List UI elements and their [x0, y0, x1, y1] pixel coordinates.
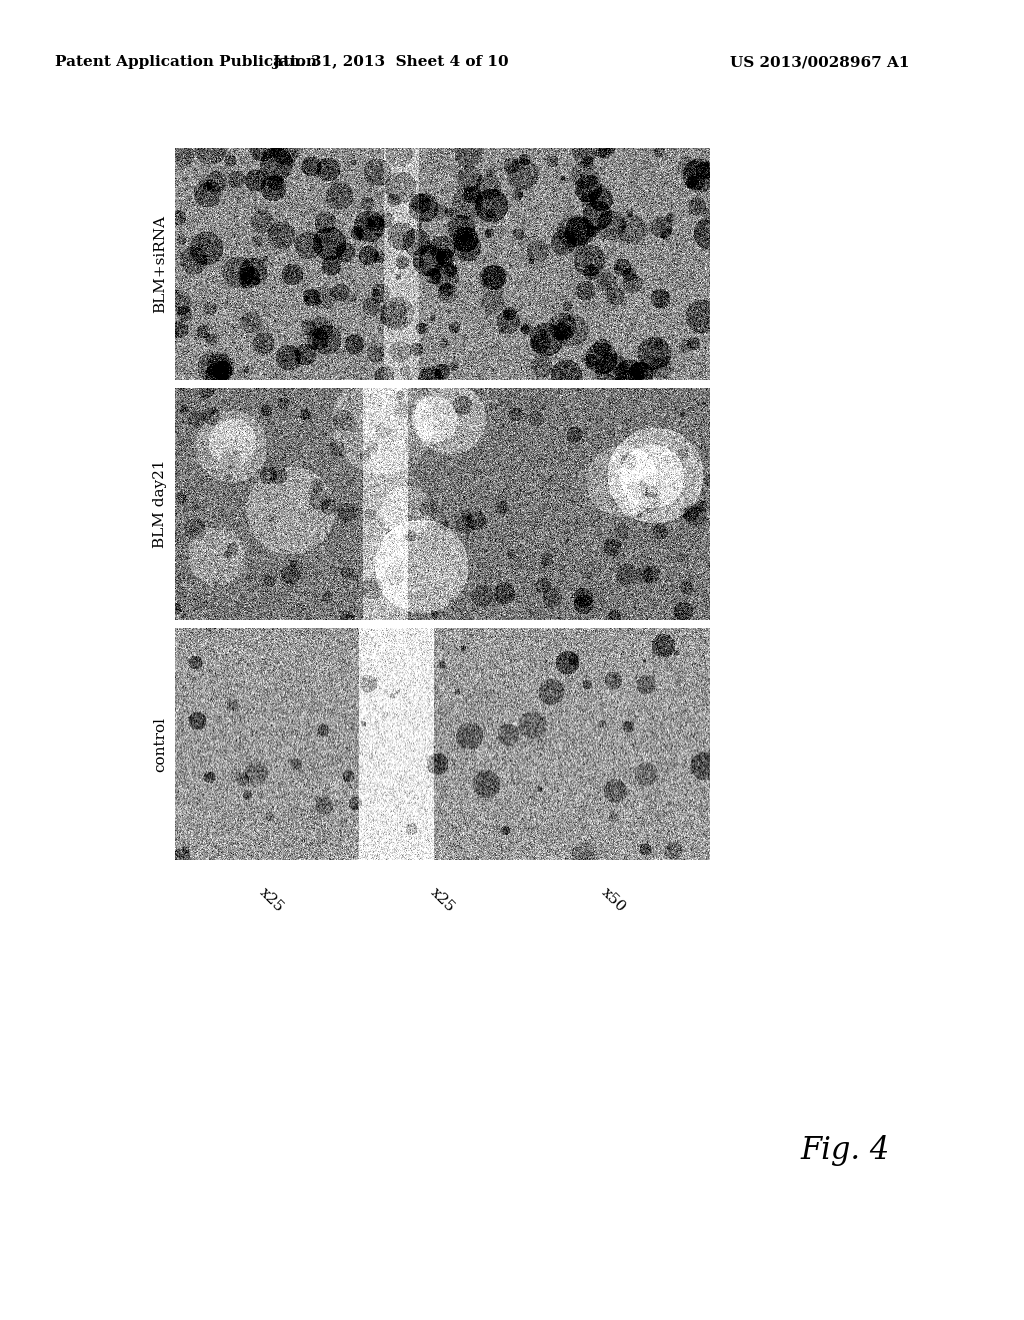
Text: BLM day21: BLM day21: [153, 459, 167, 548]
Text: control: control: [153, 717, 167, 771]
Text: US 2013/0028967 A1: US 2013/0028967 A1: [730, 55, 909, 69]
Text: x50: x50: [599, 884, 629, 915]
Text: BLM+siRNA: BLM+siRNA: [153, 215, 167, 313]
Text: x25: x25: [428, 884, 458, 915]
Text: x25: x25: [256, 884, 286, 915]
Text: Fig. 4: Fig. 4: [800, 1134, 889, 1166]
Text: Patent Application Publication: Patent Application Publication: [55, 55, 317, 69]
Text: Jan. 31, 2013  Sheet 4 of 10: Jan. 31, 2013 Sheet 4 of 10: [271, 55, 508, 69]
